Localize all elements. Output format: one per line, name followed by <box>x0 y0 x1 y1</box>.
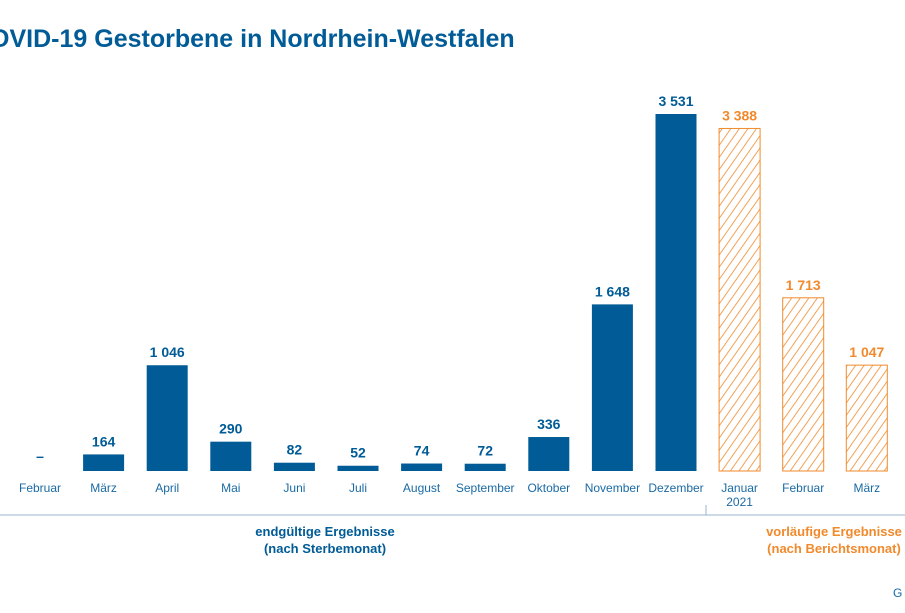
x-tick-label-10: Dezember <box>648 481 703 495</box>
bar-mai-3 <box>210 441 252 471</box>
x-tick-label-13: März <box>853 481 880 495</box>
x-tick-label-5: Juli <box>349 481 367 495</box>
bar-november-9 <box>591 304 633 471</box>
bars-layer <box>83 114 888 472</box>
value-label-3: 290 <box>219 421 243 437</box>
x-tick-label-1: März <box>90 481 117 495</box>
bar-märz-13 <box>845 364 888 472</box>
value-label-11: 3 388 <box>722 107 757 123</box>
value-labels-layer: – 164 1 046 290 82 52 74 72 336 1 648 3 531 3 388 1 … <box>36 93 884 464</box>
bar-dezember-10 <box>655 114 697 471</box>
bar-juli-5 <box>337 465 379 471</box>
tick-labels-layer: Februar März April Mai Juni Juli August Septemb… <box>19 481 880 509</box>
value-label-9: 1 648 <box>595 283 630 299</box>
value-label-8: 336 <box>537 416 561 432</box>
x-tick-label-12: Februar <box>782 481 824 495</box>
x-tick-label-6: August <box>403 481 441 495</box>
value-label-4: 82 <box>287 442 303 458</box>
bar-februar-12 <box>782 297 825 472</box>
group-label-0-line1: endgültige Ergebnisse <box>255 524 394 539</box>
group-label-0-line2: (nach Sterbemonat) <box>264 541 386 556</box>
bar-oktober-8 <box>528 437 570 471</box>
x-tick-label-0: Februar <box>19 481 61 495</box>
x-tick-label-9: November <box>585 481 640 495</box>
bar-märz-1 <box>83 454 125 471</box>
group-labels-layer: endgültige Ergebnisse (nach Sterbemonat) v… <box>255 524 902 556</box>
bar-januar-11 <box>718 127 761 472</box>
value-label-6: 74 <box>414 443 430 459</box>
value-label-12: 1 713 <box>786 277 821 293</box>
value-label-13: 1 047 <box>849 344 884 360</box>
x-tick-sublabel-11: 2021 <box>726 495 753 509</box>
chart-title: COVID-19 Gestorbene in Nordrhein-Westfal… <box>0 25 515 53</box>
value-label-0: – <box>36 448 44 464</box>
bar-august-6 <box>401 463 443 471</box>
footnote-label: G <box>893 586 902 600</box>
value-label-7: 72 <box>477 443 493 459</box>
value-label-1: 164 <box>92 433 116 449</box>
x-tick-label-4: Juni <box>283 481 305 495</box>
bar-juni-4 <box>273 462 315 471</box>
value-label-10: 3 531 <box>658 93 693 109</box>
bar-april-2 <box>146 365 188 471</box>
x-tick-label-11: Januar <box>721 481 758 495</box>
x-tick-label-3: Mai <box>221 481 240 495</box>
x-tick-label-7: September <box>456 481 515 495</box>
value-label-5: 52 <box>350 445 366 461</box>
group-label-1-line2: (nach Berichtsmonat) <box>767 541 901 556</box>
bar-september-7 <box>464 463 506 471</box>
group-label-1-line1: vorläufige Ergebnisse <box>766 524 902 539</box>
x-tick-label-8: Oktober <box>527 481 570 495</box>
value-label-2: 1 046 <box>150 344 185 360</box>
x-tick-label-2: April <box>155 481 179 495</box>
